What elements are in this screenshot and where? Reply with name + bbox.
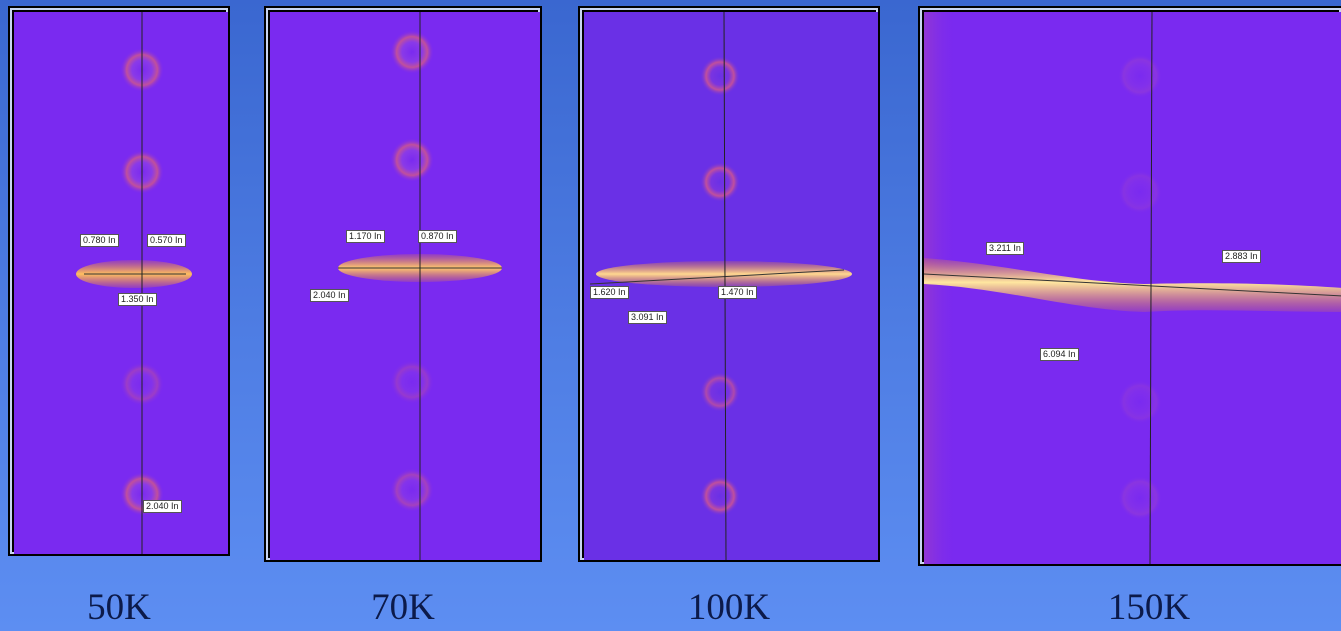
thermal-image-50k [14, 12, 228, 554]
measurement-label: 1.470 In [718, 286, 757, 299]
measurement-label: 1.620 In [590, 286, 629, 299]
thermal-image-70k [270, 12, 540, 560]
measurement-label: 2.040 In [143, 500, 182, 513]
measurement-label: 0.870 In [418, 230, 457, 243]
caption-150k: 150K [1107, 587, 1191, 628]
measurement-label: 1.170 In [346, 230, 385, 243]
measurement-label: 2.040 In [310, 289, 349, 302]
thermal-image-panel-50k: 0.780 In 0.570 In 1.350 In 2.040 In [8, 6, 230, 556]
measurement-label: 0.570 In [147, 234, 186, 247]
measurement-label: 3.211 In [986, 242, 1024, 255]
thermal-image-150k [924, 12, 1341, 564]
caption-50k: 50K [87, 587, 151, 628]
thermal-image-panel-100k: 1.620 In 1.470 In 3.091 In [578, 6, 880, 562]
measurement-label: 2.883 In [1222, 250, 1261, 263]
caption-100k: 100K [687, 587, 771, 628]
measurement-label: 3.091 In [628, 311, 667, 324]
caption-70k: 70K [371, 587, 435, 628]
thermal-image-panel-70k: 1.170 In 0.870 In 2.040 In [264, 6, 542, 562]
measurement-label: 1.350 In [118, 293, 157, 306]
measurement-label: 6.094 In [1040, 348, 1079, 361]
thermal-image-panel-150k: 3.211 In 2.883 In 6.094 In [918, 6, 1341, 566]
measurement-label: 0.780 In [80, 234, 119, 247]
